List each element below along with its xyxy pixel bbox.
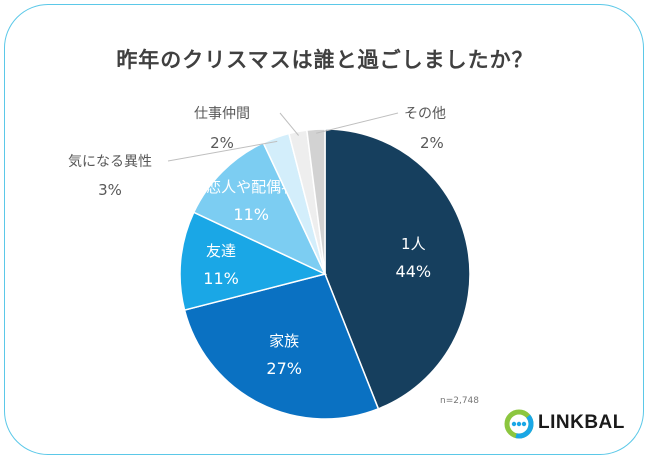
slice-label-3: 友達	[206, 242, 236, 260]
pie-slice-3	[179, 211, 328, 311]
sample-size-note: n=2,748	[440, 396, 480, 406]
slice-label-1: 1人	[401, 235, 426, 253]
leader-line-7	[316, 112, 399, 134]
leader-line-6	[279, 112, 299, 136]
slice-label-7: その他	[404, 106, 446, 122]
slice-value-label-6: 2%	[210, 134, 234, 152]
brand-name: LINKBAL	[538, 412, 625, 433]
slice-value-label-5: 3%	[98, 181, 122, 199]
slice-label-5: 気になる異性	[68, 154, 152, 170]
linkbal-logo-icon	[504, 409, 534, 439]
pie-slice-2	[183, 273, 380, 420]
linkbal-logo: LINKBAL	[504, 407, 624, 439]
slice-value-label-7: 2%	[420, 134, 444, 152]
slice-label-4: 恋人や配偶者	[206, 178, 296, 196]
leader-line-5	[167, 140, 278, 162]
pie-slice-7	[305, 128, 326, 275]
slice-value-label-2: 27%	[266, 359, 302, 378]
chart-title: 昨年のクリスマスは誰と過ごしましたか？	[116, 48, 534, 72]
slice-label-2: 家族	[269, 332, 299, 350]
slice-value-label-4: 11%	[233, 205, 269, 224]
slice-label-6: 仕事仲間	[194, 106, 250, 122]
slice-value-label-3: 11%	[203, 269, 239, 288]
pie-slice-1	[324, 128, 471, 410]
slice-value-label-1: 44%	[396, 262, 432, 281]
